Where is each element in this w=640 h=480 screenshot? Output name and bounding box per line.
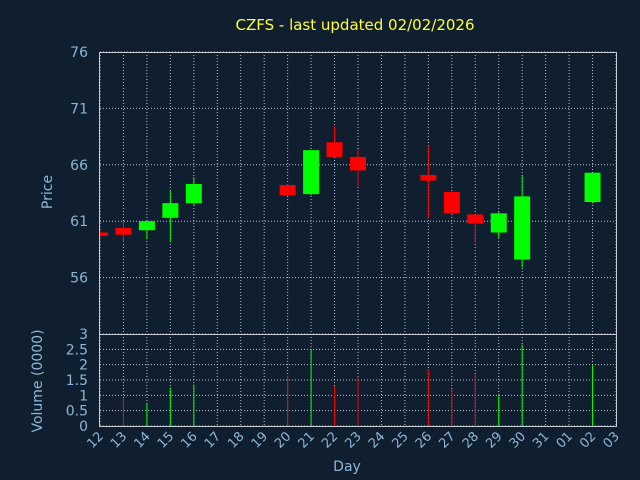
day-tick-label: 25 <box>389 429 411 451</box>
day-axis-label: Day <box>333 459 361 475</box>
volume-tick-labels: 00.511.522.53 <box>66 327 88 435</box>
volume-axis-label: Volume (0000) <box>30 329 46 432</box>
price-grid <box>99 51 617 334</box>
day-tick-label: 16 <box>178 429 200 451</box>
day-tick-label: 14 <box>131 429 153 451</box>
candle-body <box>420 174 437 181</box>
day-tick-label: 18 <box>225 429 247 451</box>
candles <box>99 126 601 268</box>
price-tick-label: 71 <box>70 101 88 117</box>
candle-body <box>303 150 320 195</box>
candle-body <box>443 191 460 214</box>
day-tick-label: 21 <box>296 429 318 451</box>
price-tick-label: 61 <box>70 214 88 230</box>
price-tick-label: 56 <box>70 271 88 287</box>
volume-tick-label: 0 <box>79 419 88 435</box>
candle-body <box>279 185 296 196</box>
day-tick-label: 17 <box>202 429 224 451</box>
price-tick-labels: 56 61 66 71 76 <box>70 45 88 287</box>
day-tick-label: 30 <box>507 429 529 451</box>
day-tick-label: 15 <box>155 429 177 451</box>
volume-panel-frame <box>99 334 617 427</box>
volume-tick-label: 2.5 <box>66 342 88 358</box>
volume-tick-label: 1 <box>79 388 88 404</box>
volume-bars <box>122 344 594 426</box>
day-tick-label: 23 <box>343 429 365 451</box>
volume-tick-label: 2 <box>79 358 88 374</box>
candle-body <box>138 221 155 231</box>
candle-body <box>514 196 531 260</box>
day-tick-label: 29 <box>483 429 505 451</box>
price-tick-label: 76 <box>70 45 88 61</box>
candle-body <box>162 203 179 218</box>
candle-body <box>350 156 366 171</box>
candle-body <box>185 183 202 204</box>
day-tick-label: 28 <box>460 429 482 451</box>
volume-tick-label: 1.5 <box>66 373 88 389</box>
candle-body <box>584 172 601 203</box>
day-tick-label: 03 <box>601 429 623 451</box>
day-tick-label: 19 <box>249 429 271 451</box>
candle-body <box>100 232 108 236</box>
price-tick-label: 66 <box>70 158 88 174</box>
volume-tick-label: 0.5 <box>66 404 88 420</box>
candle-body <box>115 227 132 235</box>
day-tick-label: 26 <box>413 429 435 451</box>
candle-body <box>490 213 507 233</box>
day-tick-label: 20 <box>272 429 294 451</box>
day-tick-label: 24 <box>366 429 388 451</box>
chart-title: CZFS - last updated 02/02/2026 <box>235 16 474 34</box>
day-tick-label: 13 <box>108 429 130 451</box>
day-tick-labels: 12 13 14 15 16 17 18 19 20 21 22 23 24 25 26 27 28 29 30 31… <box>85 429 623 451</box>
candle-body <box>467 214 484 224</box>
day-tick-label: 01 <box>554 429 576 451</box>
volume-tick-label: 3 <box>79 327 88 343</box>
day-tick-label: 27 <box>436 429 458 451</box>
price-axis-label: Price <box>40 175 56 209</box>
candle-body <box>326 142 343 157</box>
day-tick-label: 31 <box>530 429 552 451</box>
day-tick-label: 22 <box>319 429 341 451</box>
day-tick-label: 02 <box>577 429 599 451</box>
